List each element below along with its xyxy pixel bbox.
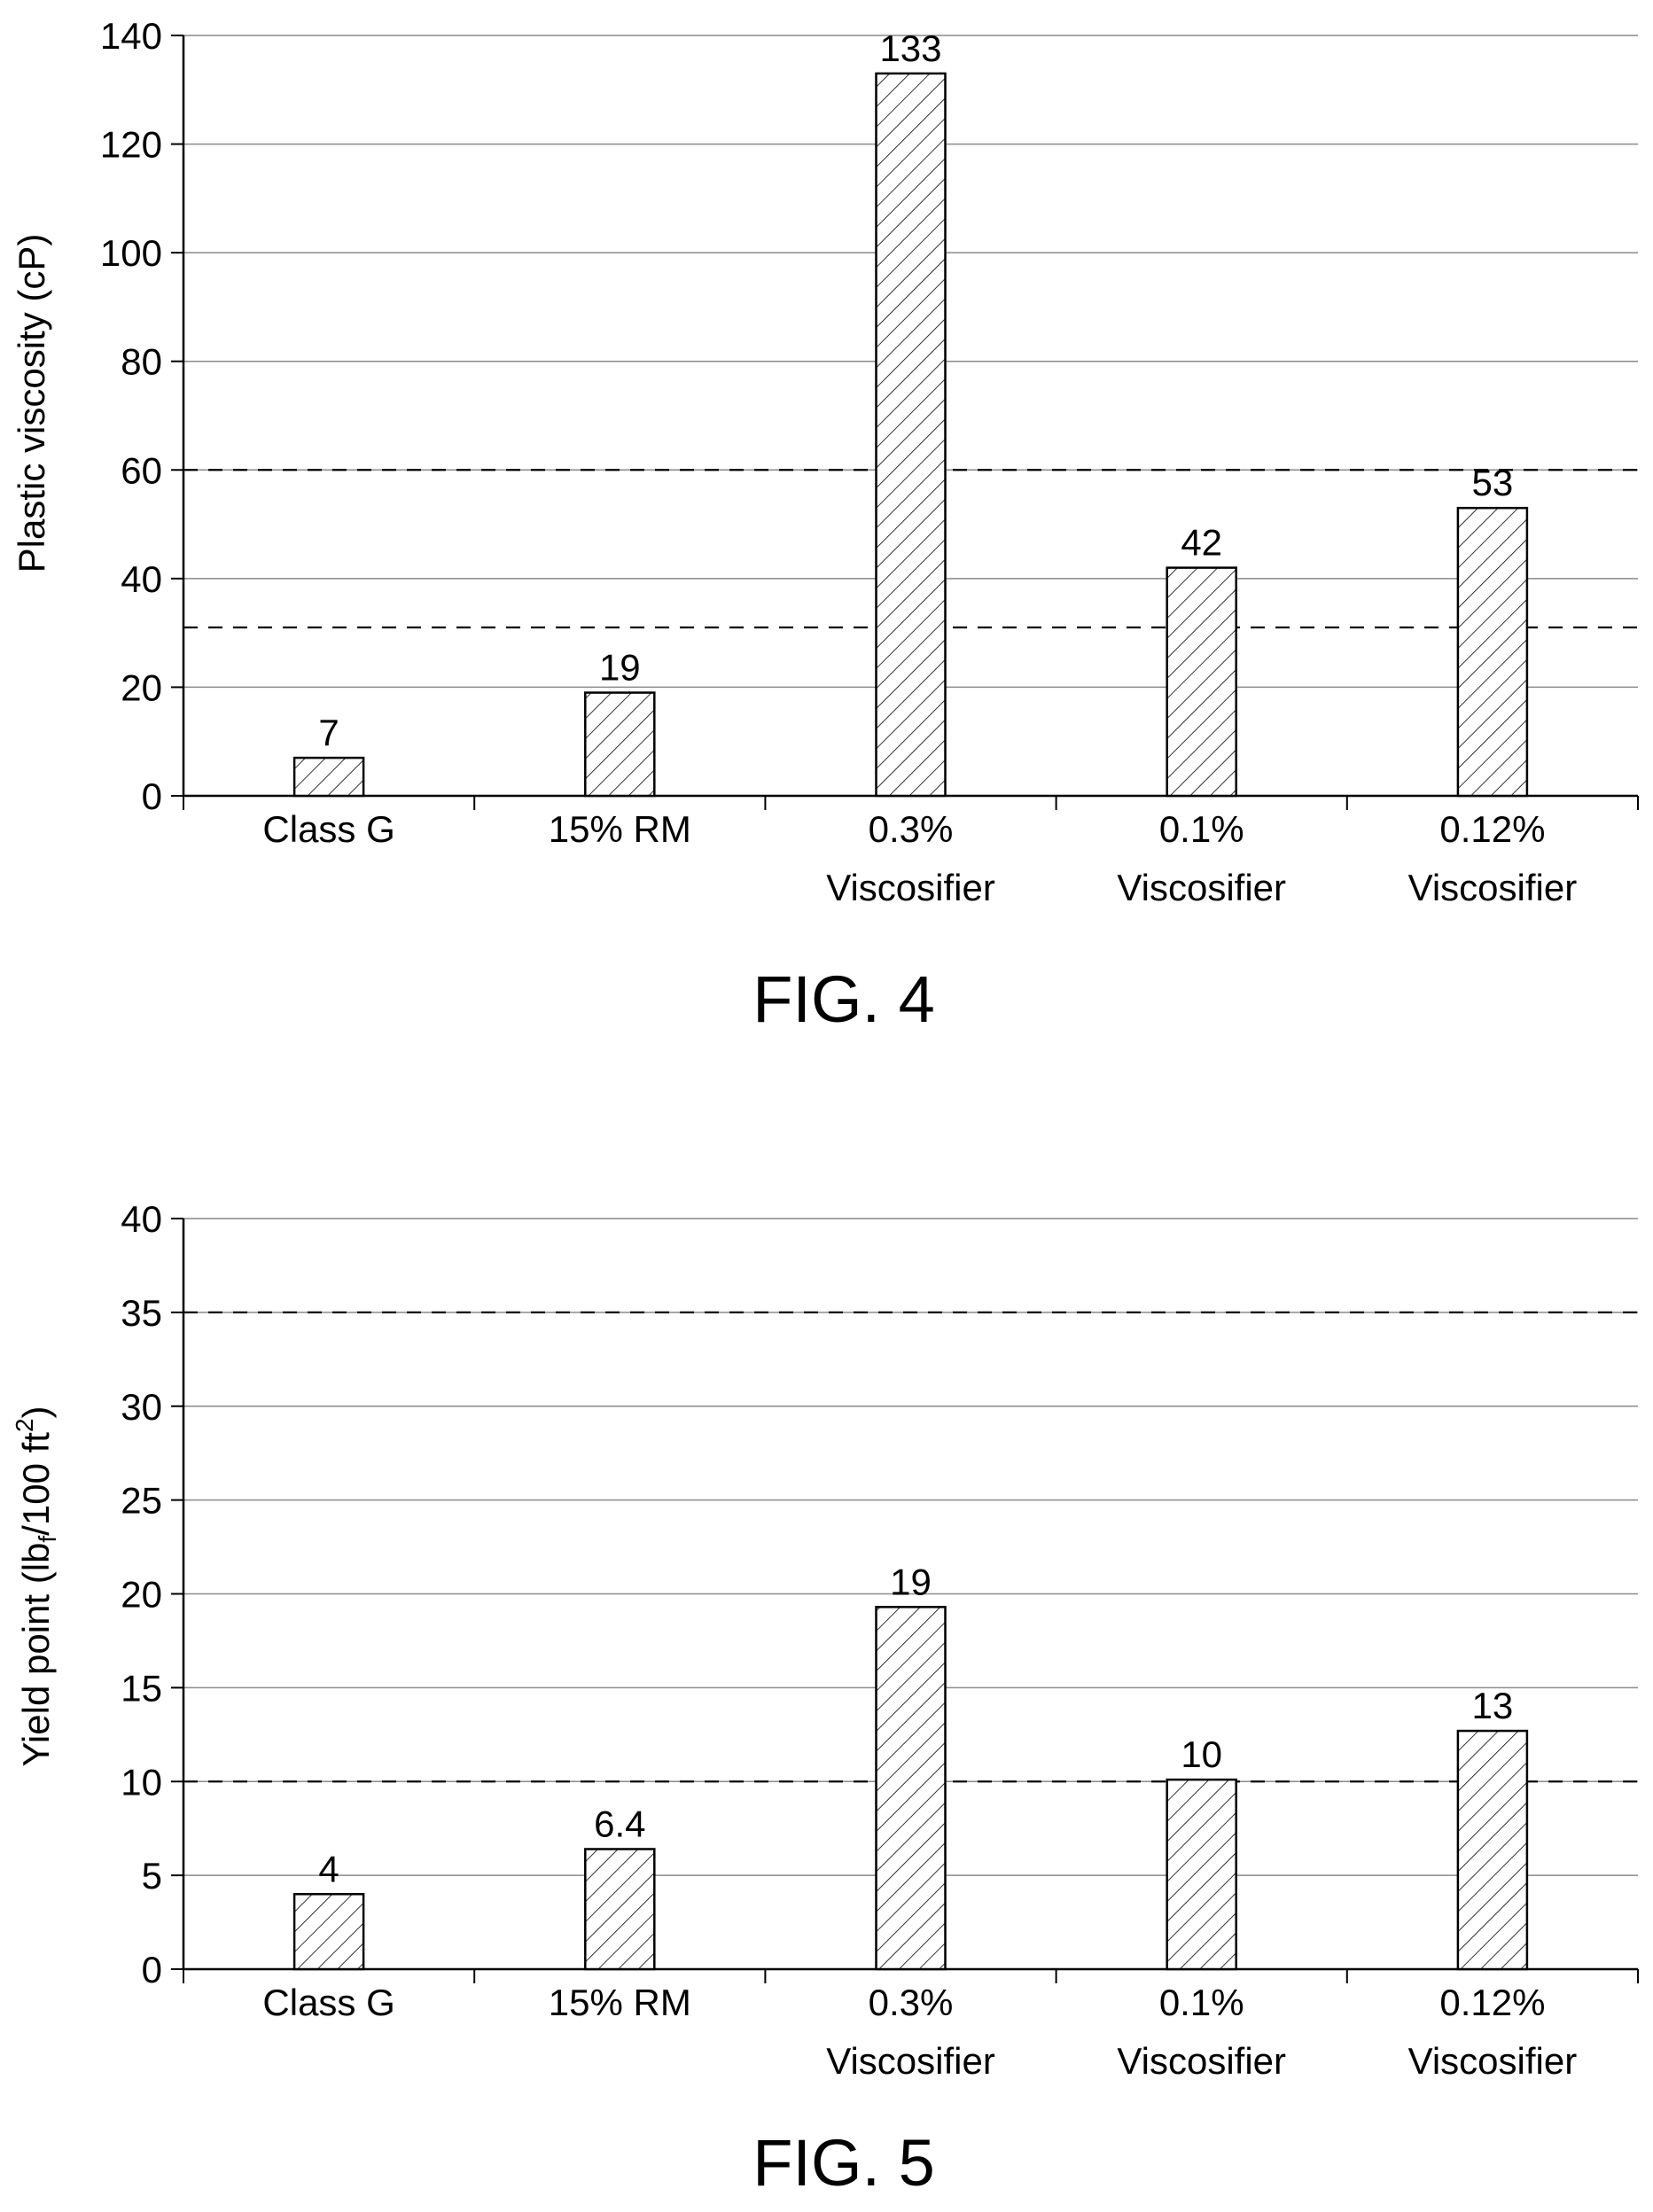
- y-tick-label: 25: [121, 1480, 162, 1522]
- category-label: Viscosifier: [826, 867, 995, 908]
- data-label: 4: [318, 1848, 339, 1889]
- bar: [1166, 566, 1237, 798]
- bar: [1456, 506, 1529, 798]
- category-label: 15% RM: [549, 1982, 691, 2023]
- category-label: 0.3%: [869, 808, 954, 850]
- data-label: 53: [1472, 462, 1514, 503]
- bar: [875, 1606, 947, 1971]
- data-label: 42: [1181, 522, 1222, 564]
- category-label: Viscosifier: [1408, 867, 1578, 908]
- category-label: Viscosifier: [1117, 2040, 1286, 2082]
- plastic-viscosity-chart: Plastic viscosity (cP) FIG. 4 0 20 40 60 80 1…: [11, 15, 1639, 1036]
- figure-caption: FIG. 5: [752, 2126, 935, 2200]
- y-tick-label: 120: [100, 124, 162, 166]
- y-tick-label: 15: [121, 1667, 162, 1709]
- y-tick-label: 0: [142, 1949, 162, 1990]
- category-label: Viscosifier: [1408, 2040, 1578, 2082]
- y-tick-label: 5: [142, 1855, 162, 1897]
- data-label: 7: [318, 712, 339, 753]
- bar: [1456, 1729, 1529, 1971]
- category-label: 0.12%: [1439, 808, 1545, 850]
- y-tick-label: 35: [121, 1292, 162, 1334]
- bar: [1166, 1778, 1237, 1971]
- y-tick-label: 40: [121, 558, 162, 600]
- y-tick-label: 10: [121, 1761, 162, 1803]
- category-label: 0.1%: [1159, 808, 1244, 850]
- data-label: 13: [1472, 1685, 1514, 1726]
- y-tick-label: 100: [100, 232, 162, 274]
- category-label: Class G: [262, 808, 394, 850]
- bar: [584, 1848, 656, 1971]
- y-tick-label: 20: [121, 666, 162, 708]
- bar: [875, 72, 947, 798]
- y-tick-label: 0: [142, 775, 162, 817]
- y-tick-label: 20: [121, 1574, 162, 1616]
- data-label: 6.4: [594, 1803, 645, 1844]
- yield-point-chart: Yield point (lbf/100 ft2) FIG. 5 0 5 10 15 2…: [11, 1198, 1639, 2200]
- category-label: Viscosifier: [826, 2040, 995, 2082]
- bar: [292, 1893, 365, 1971]
- category-label: 15% RM: [549, 808, 691, 850]
- data-label: 10: [1181, 1733, 1222, 1775]
- bar: [292, 756, 365, 798]
- category-label: Class G: [262, 1982, 394, 2023]
- bar: [584, 691, 656, 798]
- y-tick-label: 40: [121, 1198, 162, 1240]
- y-axis-title: Yield point (lbf/100 ft2): [11, 1406, 61, 1766]
- y-axis-title: Plastic viscosity (cP): [11, 234, 52, 573]
- data-label: 19: [890, 1561, 932, 1602]
- data-label: 19: [599, 647, 641, 689]
- y-tick-label: 140: [100, 15, 162, 57]
- figure-caption: FIG. 4: [752, 962, 935, 1036]
- y-tick-label: 60: [121, 449, 162, 491]
- category-label: 0.3%: [869, 1982, 954, 2023]
- y-tick-label: 30: [121, 1386, 162, 1428]
- category-label: 0.1%: [1159, 1982, 1244, 2023]
- category-label: Viscosifier: [1117, 867, 1286, 908]
- data-label: 133: [879, 27, 941, 69]
- y-tick-label: 80: [121, 341, 162, 383]
- category-label: 0.12%: [1439, 1982, 1545, 2023]
